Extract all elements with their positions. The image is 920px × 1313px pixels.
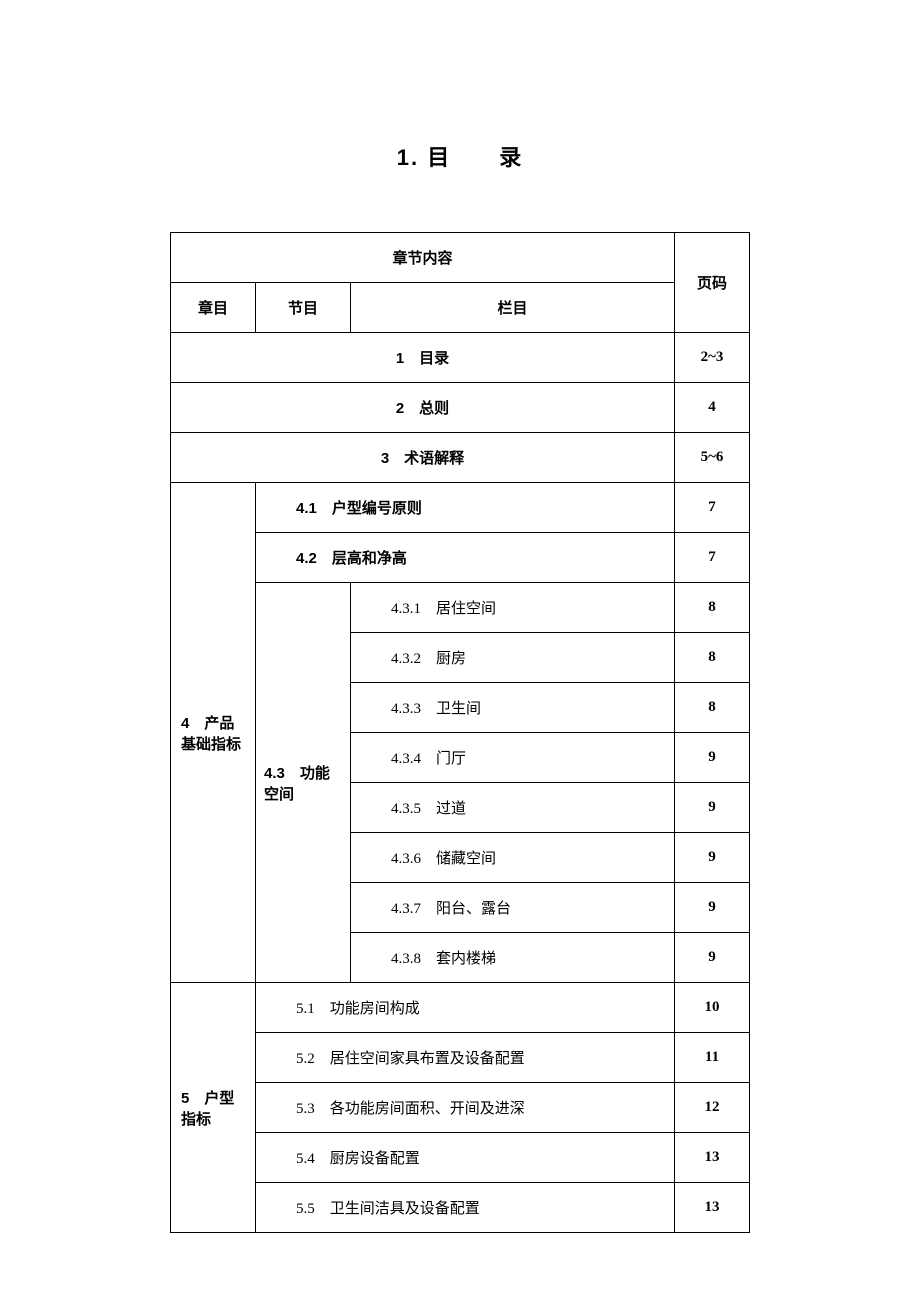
page-number: 5~6 — [675, 433, 750, 483]
page-number: 8 — [675, 633, 750, 683]
toc-item: 4.2 层高和净高 — [256, 533, 675, 583]
page-number: 11 — [675, 1033, 750, 1083]
page-number: 4 — [675, 383, 750, 433]
header-chapter: 章目 — [171, 283, 256, 333]
toc-table: 章节内容 页码 章目 节目 栏目 1 目录 2~3 2 总则 4 3 术语解释 … — [170, 232, 750, 1233]
toc-item: 5.4 厨房设备配置 — [256, 1133, 675, 1183]
chapter-label: 产品基础指标 — [181, 715, 241, 753]
page-number: 12 — [675, 1083, 750, 1133]
header-section: 节目 — [256, 283, 351, 333]
toc-item: 4.1 户型编号原则 — [256, 483, 675, 533]
toc-item: 5.2 居住空间家具布置及设备配置 — [256, 1033, 675, 1083]
page-number: 13 — [675, 1133, 750, 1183]
page-number: 10 — [675, 983, 750, 1033]
page-number: 9 — [675, 733, 750, 783]
table-row: 2 总则 4 — [171, 383, 750, 433]
chapter-cell: 5 户型指标 — [171, 983, 256, 1233]
toc-item: 4.3.4 门厅 — [351, 733, 675, 783]
page-number: 9 — [675, 883, 750, 933]
page-number: 9 — [675, 833, 750, 883]
table-row: 5.4 厨房设备配置 13 — [171, 1133, 750, 1183]
header-row-1: 章节内容 页码 — [171, 233, 750, 283]
table-row: 4.3 功能空间 4.3.1 居住空间 8 — [171, 583, 750, 633]
table-row: 4 产品基础指标 4.1 户型编号原则 7 — [171, 483, 750, 533]
chapter-cell: 4 产品基础指标 — [171, 483, 256, 983]
chapter-number: 4 — [181, 715, 189, 732]
toc-item: 3 术语解释 — [171, 433, 675, 483]
section-number: 4.3 — [264, 765, 285, 782]
toc-item: 5.5 卫生间洁具及设备配置 — [256, 1183, 675, 1233]
page-number: 13 — [675, 1183, 750, 1233]
page-number: 8 — [675, 683, 750, 733]
table-row: 4.2 层高和净高 7 — [171, 533, 750, 583]
toc-item: 4.3.5 过道 — [351, 783, 675, 833]
page-number: 2~3 — [675, 333, 750, 383]
header-column: 栏目 — [351, 283, 675, 333]
page-number: 7 — [675, 483, 750, 533]
table-row: 1 目录 2~3 — [171, 333, 750, 383]
page-number: 8 — [675, 583, 750, 633]
page-title: 1. 目 录 — [170, 140, 750, 172]
chapter-number: 5 — [181, 1090, 189, 1107]
header-content: 章节内容 — [171, 233, 675, 283]
toc-item: 4.3.1 居住空间 — [351, 583, 675, 633]
toc-item: 5.1 功能房间构成 — [256, 983, 675, 1033]
toc-item: 4.3.8 套内楼梯 — [351, 933, 675, 983]
page-number: 9 — [675, 933, 750, 983]
table-row: 5.3 各功能房间面积、开间及进深 12 — [171, 1083, 750, 1133]
page-number: 9 — [675, 783, 750, 833]
toc-item: 1 目录 — [171, 333, 675, 383]
toc-item: 4.3.7 阳台、露台 — [351, 883, 675, 933]
header-page: 页码 — [675, 233, 750, 333]
document-page: 1. 目 录 章节内容 页码 章目 节目 栏目 1 目录 2~3 2 总则 — [0, 0, 920, 1313]
header-row-2: 章目 节目 栏目 — [171, 283, 750, 333]
table-row: 5 户型指标 5.1 功能房间构成 10 — [171, 983, 750, 1033]
table-row: 3 术语解释 5~6 — [171, 433, 750, 483]
toc-item: 4.3.2 厨房 — [351, 633, 675, 683]
section-cell: 4.3 功能空间 — [256, 583, 351, 983]
toc-item: 2 总则 — [171, 383, 675, 433]
toc-item: 4.3.3 卫生间 — [351, 683, 675, 733]
page-number: 7 — [675, 533, 750, 583]
toc-item: 5.3 各功能房间面积、开间及进深 — [256, 1083, 675, 1133]
table-row: 5.2 居住空间家具布置及设备配置 11 — [171, 1033, 750, 1083]
toc-item: 4.3.6 储藏空间 — [351, 833, 675, 883]
table-row: 5.5 卫生间洁具及设备配置 13 — [171, 1183, 750, 1233]
chapter-label: 户型指标 — [181, 1090, 234, 1128]
